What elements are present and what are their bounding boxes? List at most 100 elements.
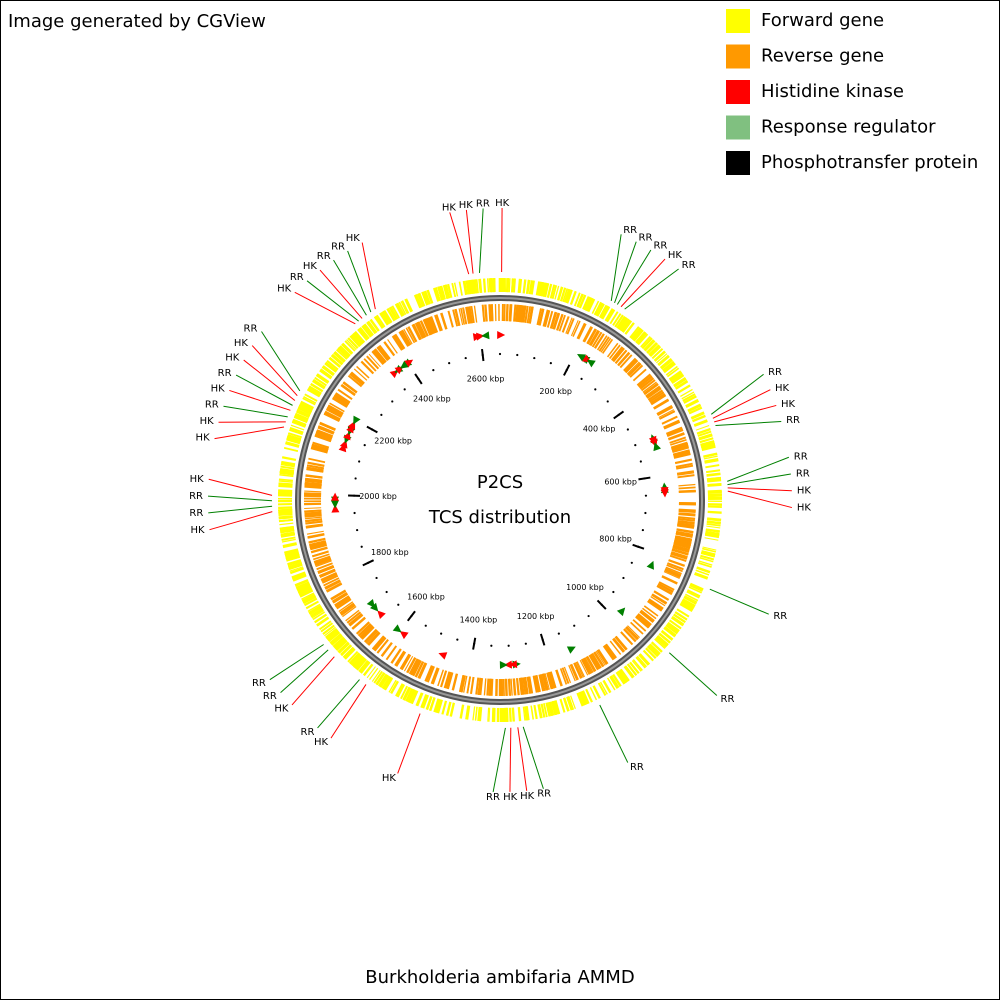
forward-gene (595, 302, 604, 316)
reverse-gene (561, 316, 570, 333)
forward-gene (278, 509, 293, 511)
forward-gene (285, 441, 300, 448)
feature-label: RR (263, 691, 277, 702)
forward-gene (554, 700, 561, 715)
scale-label: 1400 kbp (460, 616, 498, 625)
forward-gene (655, 637, 667, 648)
forward-gene (328, 357, 341, 368)
forward-gene (570, 291, 577, 305)
feature-label: RR (639, 232, 653, 243)
scale-label: 2200 kbp (374, 437, 412, 446)
forward-gene (649, 346, 662, 357)
forward-gene (582, 296, 590, 310)
minor-tick (354, 477, 357, 480)
forward-gene (475, 279, 479, 294)
reverse-gene (676, 528, 694, 533)
forward-gene (681, 599, 695, 608)
forward-gene (707, 482, 722, 486)
forward-gene (404, 298, 414, 313)
forward-gene (690, 582, 704, 591)
reverse-gene (490, 304, 494, 322)
reverse-gene (522, 677, 527, 695)
forward-gene (280, 533, 295, 537)
scale-label: 2000 kbp (359, 492, 397, 501)
reverse-gene (529, 306, 534, 324)
feature-marker (377, 610, 386, 620)
reverse-gene (325, 582, 343, 593)
minor-tick (641, 528, 644, 532)
reverse-gene (512, 678, 515, 696)
forward-gene (458, 281, 463, 296)
reverse-gene (368, 353, 381, 368)
reverse-gene (678, 490, 696, 493)
reverse-gene (667, 562, 684, 570)
reverse-gene (608, 344, 621, 360)
reverse-gene (411, 659, 421, 676)
feature-leader (280, 649, 329, 693)
forward-gene (632, 659, 643, 671)
reverse-gene (406, 657, 417, 674)
reverse-gene (667, 429, 684, 437)
forward-gene (627, 663, 638, 676)
reverse-gene (550, 311, 557, 329)
reverse-gene (574, 662, 583, 679)
forward-gene (660, 630, 674, 641)
forward-gene (525, 279, 530, 294)
reverse-gene (417, 662, 426, 679)
reverse-gene (317, 564, 334, 574)
feature-leader (243, 359, 296, 401)
reverse-gene (676, 531, 693, 536)
feature-leader (333, 259, 367, 316)
forward-gene (325, 628, 339, 640)
reverse-gene (504, 678, 507, 696)
forward-gene (292, 573, 306, 580)
reverse-gene (653, 398, 669, 409)
forward-gene (522, 706, 526, 721)
forward-gene (347, 337, 359, 350)
reverse-gene (380, 641, 393, 657)
reverse-gene (542, 309, 550, 327)
reverse-gene (661, 415, 678, 425)
feature-marker (404, 359, 414, 368)
forward-gene (286, 438, 301, 445)
minor-tick (464, 356, 467, 360)
reverse-gene (313, 555, 331, 564)
forward-gene (682, 393, 696, 401)
forward-gene (566, 289, 573, 304)
reverse-gene (408, 658, 418, 675)
forward-gene (533, 705, 538, 720)
forward-gene (403, 687, 411, 701)
forward-gene (326, 359, 339, 370)
forward-gene (384, 677, 394, 691)
forward-gene (420, 694, 428, 708)
forward-gene (612, 673, 622, 687)
forward-gene (538, 281, 543, 296)
feature-label: RR (476, 198, 490, 209)
reverse-gene (556, 314, 564, 331)
reverse-gene (304, 484, 322, 488)
forward-gene (398, 301, 407, 315)
feature-marker (353, 415, 361, 425)
forward-gene (290, 567, 304, 575)
forward-gene (570, 695, 576, 710)
feature-leader (449, 212, 470, 275)
forward-gene (353, 655, 364, 668)
forward-gene (284, 446, 299, 452)
forward-gene (284, 551, 299, 557)
forward-gene (377, 673, 387, 687)
reverse-gene (573, 662, 582, 679)
reverse-gene (383, 341, 396, 357)
forward-gene (648, 643, 661, 655)
forward-gene (559, 698, 566, 713)
reverse-gene (658, 409, 675, 418)
reverse-gene (572, 320, 581, 337)
reverse-gene (326, 406, 343, 417)
reverse-gene (410, 659, 420, 676)
reverse-gene (668, 559, 685, 567)
reverse-gene (320, 572, 337, 581)
feature-label: RR (205, 400, 219, 411)
forward-gene (609, 311, 619, 325)
reverse-gene (332, 396, 348, 408)
forward-gene (522, 279, 526, 294)
forward-gene (636, 332, 648, 345)
